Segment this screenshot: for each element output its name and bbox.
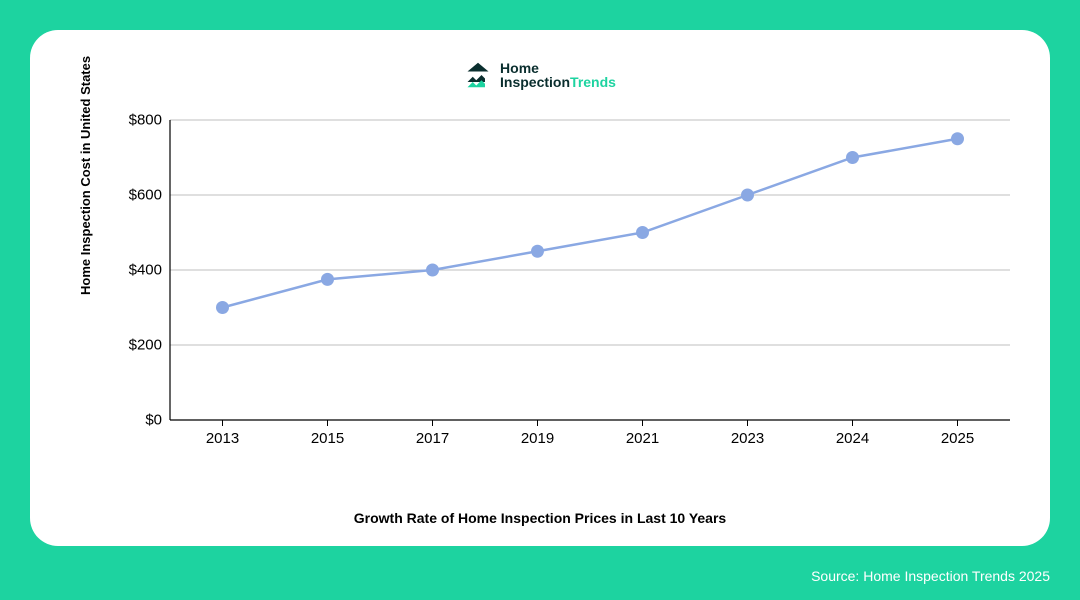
home-trend-icon (464, 61, 492, 89)
y-tick-label: $800 (112, 112, 162, 129)
brand-line2: InspectionTrends (500, 75, 616, 89)
y-tick-label: $200 (112, 337, 162, 354)
y-tick-label: $400 (112, 262, 162, 279)
x-axis-label: Growth Rate of Home Inspection Prices in… (30, 510, 1050, 526)
x-tick-label: 2017 (403, 430, 463, 447)
x-tick-label: 2021 (613, 430, 673, 447)
x-tick-label: 2013 (193, 430, 253, 447)
brand-name: Home InspectionTrends (500, 61, 616, 89)
x-tick-label: 2019 (508, 430, 568, 447)
plot-area: $0$200$400$600$8002013201520172019202120… (110, 120, 1030, 460)
x-tick-label: 2023 (718, 430, 778, 447)
brand-logo: Home InspectionTrends (60, 50, 1020, 100)
x-tick-label: 2025 (928, 430, 988, 447)
brand-line1: Home (500, 61, 616, 75)
y-tick-label: $0 (112, 412, 162, 429)
x-tick-label: 2015 (298, 430, 358, 447)
y-tick-label: $600 (112, 187, 162, 204)
line-chart-svg (110, 120, 1030, 460)
chart-card: Home InspectionTrends Home Inspection Co… (30, 30, 1050, 546)
y-axis-label: Home Inspection Cost in United States (78, 56, 93, 295)
x-tick-label: 2024 (823, 430, 883, 447)
source-caption: Source: Home Inspection Trends 2025 (811, 568, 1050, 584)
